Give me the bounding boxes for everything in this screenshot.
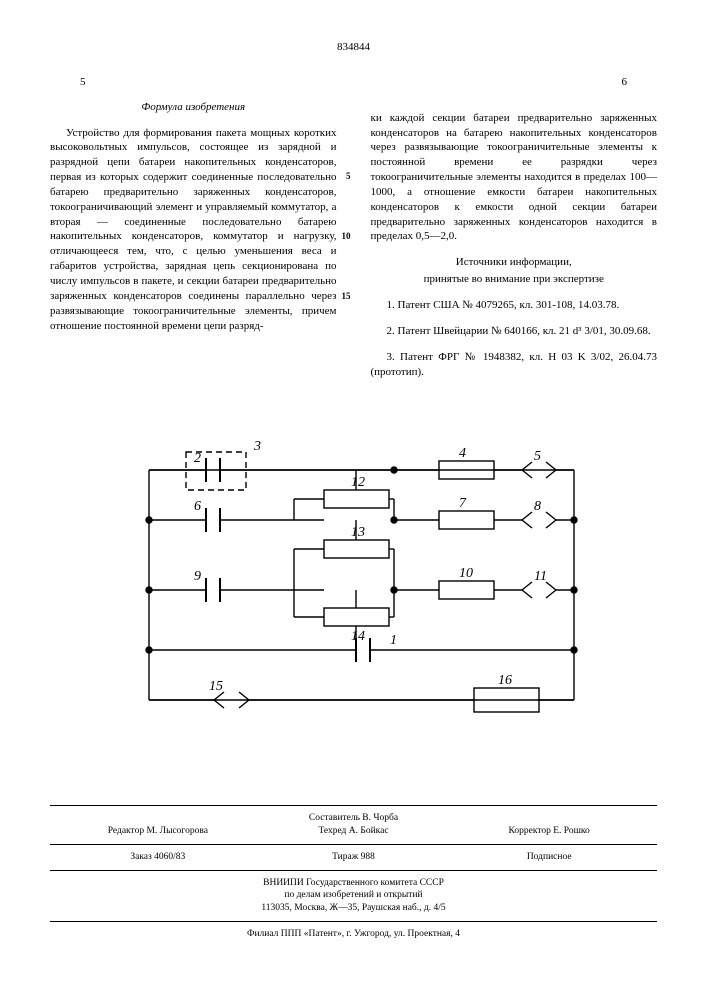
line-marker-5: 5: [346, 170, 351, 182]
right-column: ки каждой секции батареи предварительно …: [367, 100, 658, 391]
footer-addr1: 113035, Москва, Ж—35, Раушская наб., д. …: [50, 902, 657, 915]
lbl-1: 1: [390, 633, 397, 648]
reference-2: 2. Патент Швейцарии № 640166, кл. 21 d³ …: [371, 324, 658, 339]
line-marker-10: 10: [342, 230, 351, 242]
lbl-4: 4: [459, 446, 466, 461]
circuit-diagram: 2 3 4 5 6 12 7 8 9 13 10 11 14 1 15 16: [50, 440, 657, 735]
footer-editor: Редактор М. Лысогорова: [60, 825, 256, 838]
col-num-right: 6: [622, 75, 628, 90]
lbl-16: 16: [498, 673, 512, 688]
lbl-2: 2: [194, 451, 201, 466]
footer-subscription: Подписное: [451, 851, 647, 864]
footer-corrector: Корректор Е. Рошко: [451, 825, 647, 838]
lbl-9: 9: [194, 569, 201, 584]
lbl-10: 10: [459, 566, 473, 581]
lbl-8: 8: [534, 499, 541, 514]
body-columns: Формула изобретения 5 10 15 Устройство д…: [50, 100, 657, 391]
footer-addr2: Филиал ППП «Патент», г. Ужгород, ул. Про…: [50, 928, 657, 941]
footer-compiler: Составитель В. Чорба: [50, 812, 657, 825]
footer-order: Заказ 4060/83: [60, 851, 256, 864]
sources-title-2: принятые во внимание при экспертизе: [371, 272, 658, 287]
footer-block: Составитель В. Чорба Редактор М. Лысогор…: [50, 805, 657, 941]
lbl-14: 14: [351, 629, 365, 644]
footer-tirazh: Тираж 988: [256, 851, 452, 864]
col-num-left: 5: [80, 75, 86, 90]
reference-3: 3. Патент ФРГ № 1948382, кл. H 03 K 3/02…: [371, 350, 658, 380]
line-marker-15: 15: [342, 290, 351, 302]
lbl-13: 13: [351, 525, 365, 540]
lbl-5: 5: [534, 449, 541, 464]
left-column: Формула изобретения 5 10 15 Устройство д…: [50, 100, 351, 391]
left-paragraph: Устройство для формирования пакета мощны…: [50, 126, 337, 334]
lbl-12: 12: [351, 475, 365, 490]
lbl-6: 6: [194, 499, 201, 514]
lbl-15: 15: [209, 679, 223, 694]
footer-org1: ВНИИПИ Государственного комитета СССР: [50, 877, 657, 890]
lbl-11: 11: [534, 569, 547, 584]
lbl-3: 3: [253, 440, 261, 454]
lbl-7: 7: [459, 496, 467, 511]
formula-title: Формула изобретения: [50, 100, 337, 115]
doc-number: 834844: [50, 40, 657, 55]
right-paragraph: ки каждой секции батареи предварительно …: [371, 111, 658, 245]
reference-1: 1. Патент США № 4079265, кл. 301-108, 14…: [371, 298, 658, 313]
footer-tech: Техред А. Бойкас: [256, 825, 452, 838]
sources-title-1: Источники информации,: [371, 255, 658, 270]
footer-org2: по делам изобретений и открытий: [50, 889, 657, 902]
